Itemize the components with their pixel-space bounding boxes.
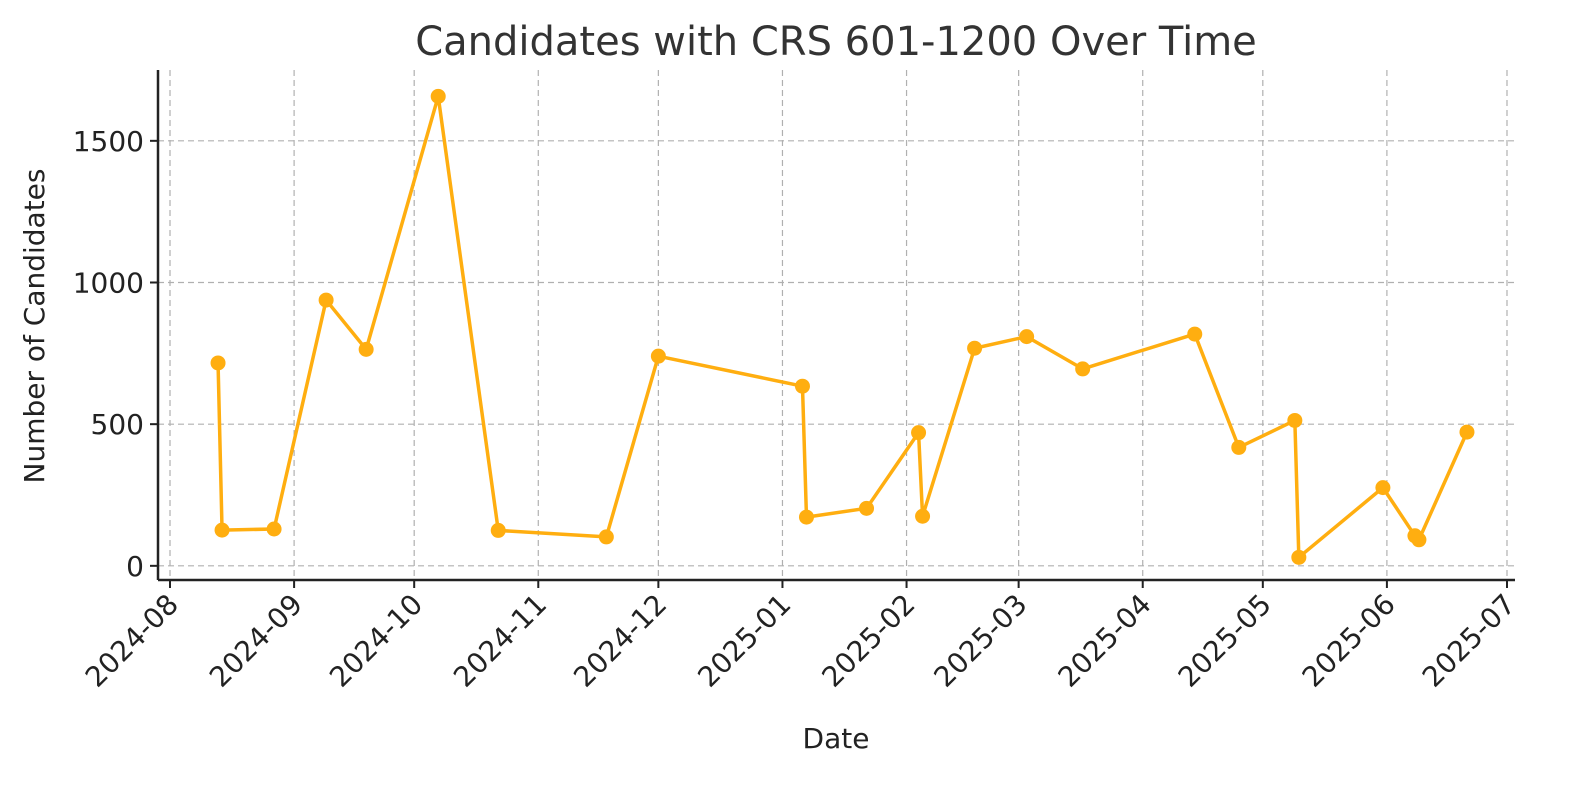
data-point — [490, 522, 506, 538]
x-axis-ticks: 2024-08 2024-09 2024-10 2024-11 2024-12 2025-… — [79, 580, 1522, 694]
chart-title: Candidates with CRS 601-1200 Over Time — [415, 19, 1257, 65]
data-point — [1411, 532, 1427, 548]
y-axis-label: Number of Candidates — [18, 169, 51, 484]
data-point — [1019, 329, 1035, 345]
y-tick-label: 1000 — [73, 267, 144, 300]
data-point — [214, 522, 230, 538]
data-point — [1231, 439, 1247, 455]
x-tick-label: 2025-07 — [1416, 588, 1522, 694]
y-axis-ticks: 0 500 1000 1500 — [73, 125, 158, 583]
x-tick-label: 2024-10 — [323, 588, 429, 694]
data-point — [210, 355, 226, 371]
y-tick-label: 1500 — [73, 125, 144, 158]
x-tick-label: 2025-06 — [1296, 588, 1402, 694]
data-point — [859, 500, 875, 516]
series-line — [216, 94, 1469, 560]
data-point — [266, 521, 282, 537]
x-axis-label: Date — [803, 722, 870, 755]
data-point — [1291, 549, 1307, 565]
y-tick-label: 500 — [91, 408, 144, 441]
x-tick-label: 2024-08 — [79, 588, 185, 694]
x-tick-label: 2025-03 — [928, 588, 1034, 694]
data-point — [1287, 412, 1303, 428]
data-point — [430, 88, 446, 104]
x-tick-label: 2025-05 — [1172, 588, 1278, 694]
data-point — [1075, 361, 1091, 377]
x-tick-label: 2025-04 — [1052, 588, 1158, 694]
x-tick-label: 2025-01 — [691, 588, 797, 694]
data-point — [967, 340, 983, 356]
data-point — [1459, 424, 1475, 440]
data-point — [358, 341, 374, 357]
data-point — [798, 509, 814, 525]
data-point — [911, 425, 927, 441]
data-point — [650, 348, 666, 364]
x-tick-label: 2024-12 — [567, 588, 673, 694]
axes — [156, 70, 1515, 582]
data-point — [318, 292, 334, 308]
grid-lines — [158, 70, 1515, 580]
data-point — [794, 378, 810, 394]
data-point — [598, 529, 614, 545]
data-point — [1375, 480, 1391, 496]
data-point — [1187, 326, 1203, 342]
data-point — [915, 508, 931, 524]
x-tick-label: 2024-09 — [203, 588, 309, 694]
y-tick-label: 0 — [126, 550, 144, 583]
x-tick-label: 2024-11 — [447, 588, 553, 694]
x-tick-label: 2025-02 — [815, 588, 921, 694]
data-series — [210, 88, 1475, 565]
